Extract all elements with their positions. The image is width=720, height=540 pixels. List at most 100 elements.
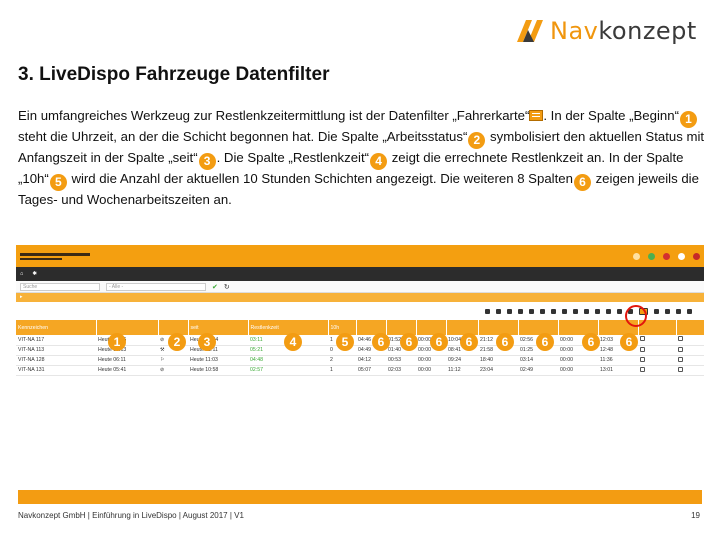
gear-icon[interactable]: ✱ <box>32 271 37 277</box>
cell-beginn: Heute 06:11 <box>96 355 158 366</box>
column-header[interactable]: Restlenkzeit <box>248 320 329 335</box>
info-icon[interactable] <box>678 252 685 260</box>
row-action-icon[interactable] <box>676 355 704 366</box>
column-header[interactable]: Kennzeichen <box>16 320 97 335</box>
callout-badge-6: 6 <box>582 333 600 351</box>
cell-time: 00:00 <box>558 355 598 366</box>
filter-tool-icon[interactable] <box>584 308 589 314</box>
cell-beginn: Heute 05:13 <box>96 345 158 356</box>
slide-title: 3. LiveDispo Fahrzeuge Datenfilter <box>18 64 330 85</box>
column-header[interactable] <box>478 320 519 335</box>
callout-badge-3: 3 <box>198 333 216 351</box>
column-header[interactable] <box>558 320 599 335</box>
row-action-icon[interactable] <box>676 345 704 356</box>
table-row[interactable]: VIT-NA 128 Heute 06:11 ⚐ Heute 11:03 04:… <box>16 355 704 366</box>
column-header[interactable]: 10h <box>328 320 357 335</box>
user-icon[interactable] <box>633 252 640 260</box>
row-action-icon[interactable] <box>638 335 676 346</box>
message-icon[interactable] <box>663 252 670 260</box>
column-header[interactable] <box>638 320 677 335</box>
row-action-icon[interactable] <box>638 345 676 356</box>
navkonzept-logo: Navkonzept <box>514 16 697 46</box>
callout-badge-6: 6 <box>536 333 554 351</box>
cell-time: 03:14 <box>518 355 558 366</box>
online-icon[interactable] <box>648 252 655 260</box>
top-status-icons <box>633 252 700 260</box>
driver-card-icon <box>529 110 544 121</box>
filter-tool-icon[interactable] <box>496 308 501 314</box>
callout-badge-6: 6 <box>460 333 478 351</box>
cell-plate: VIT-NA 131 <box>16 365 96 376</box>
row-action-icon[interactable] <box>638 365 676 376</box>
filter-tool-icon[interactable] <box>573 308 578 314</box>
home-icon[interactable]: ⌂ <box>20 271 24 277</box>
filter-tool-icon[interactable] <box>507 308 512 314</box>
cell-time: 00:00 <box>558 365 598 376</box>
table-row[interactable]: VIT-NA 113 Heute 05:13 ⚒ Heute 12:11 05:… <box>16 345 704 356</box>
row-action-icon[interactable] <box>676 335 704 346</box>
column-header[interactable] <box>386 320 417 335</box>
filter-tool-icon[interactable] <box>551 308 556 314</box>
power-icon[interactable] <box>693 252 700 260</box>
apply-check-icon[interactable]: ✔ <box>212 283 218 291</box>
row-action-icon[interactable] <box>676 365 704 376</box>
refresh-icon[interactable]: ↻ <box>223 283 230 291</box>
filter-tool-icon[interactable] <box>518 308 523 314</box>
marker-6: 6 <box>573 174 591 191</box>
cell-time: 12:03 <box>598 335 638 346</box>
cell-time: 18:40 <box>478 355 518 366</box>
cell-plate: VIT-NA 113 <box>16 345 96 356</box>
filter-tool-icon[interactable] <box>595 308 600 314</box>
search-input[interactable]: Suche <box>20 282 100 291</box>
column-header[interactable] <box>446 320 479 335</box>
filter-tool-icon[interactable] <box>676 308 681 314</box>
column-header[interactable] <box>356 320 387 335</box>
cell-10h: 2 <box>328 355 356 366</box>
filter-tool-icon[interactable] <box>562 308 567 314</box>
filter-tool-icon[interactable] <box>665 308 670 314</box>
cell-time: 00:00 <box>416 365 446 376</box>
filter-tool-icon[interactable] <box>654 308 659 314</box>
callout-badge-6: 6 <box>430 333 448 351</box>
column-header[interactable] <box>416 320 447 335</box>
callout-badge-5: 5 <box>336 333 354 351</box>
cell-plate: VIT-NA 128 <box>16 355 96 366</box>
cell-seit: Heute 12:11 <box>188 345 248 356</box>
intro-paragraph: Ein umfangreiches Werkzeug zur Restlenkz… <box>18 108 705 207</box>
app-logo <box>20 249 90 263</box>
column-header[interactable]: seit <box>188 320 249 335</box>
cell-plate: VIT-NA 117 <box>16 335 96 346</box>
column-header[interactable] <box>96 320 159 335</box>
group-select[interactable]: - Alle - <box>106 282 206 291</box>
filter-tool-icon[interactable] <box>529 308 534 314</box>
app-top-bar <box>16 245 704 267</box>
filter-tool-icon[interactable] <box>606 308 611 314</box>
cell-status: ⚐ <box>158 355 188 366</box>
cell-time: 02:49 <box>518 365 558 376</box>
table-row[interactable]: VIT-NA 131 Heute 05:41 ⊘ Heute 10:58 02:… <box>16 365 704 376</box>
table-header-row: Kennzeichen seit Restlenkzeit 10h <box>16 320 705 335</box>
column-header[interactable] <box>676 320 705 335</box>
app-nav-bar: ⌂ ✱ <box>16 267 704 281</box>
filter-tool-icon[interactable] <box>617 308 622 314</box>
filter-tool-icon[interactable] <box>540 308 545 314</box>
cell-time: 13:01 <box>598 365 638 376</box>
callout-badge-6: 6 <box>496 333 514 351</box>
cell-time: 00:00 <box>558 335 598 346</box>
logo-mark-icon <box>517 20 543 42</box>
callout-badge-4: 4 <box>284 333 302 351</box>
logo-text: Navkonzept <box>550 17 697 45</box>
cell-time: 02:03 <box>386 365 416 376</box>
footer-text: Navkonzept GmbH | Einführung in LiveDisp… <box>18 511 244 520</box>
row-action-icon[interactable] <box>638 355 676 366</box>
filter-tool-icon[interactable] <box>687 308 692 314</box>
cell-beginn: Heute 06:46 <box>96 335 158 346</box>
cell-time: 00:53 <box>386 355 416 366</box>
footer-bar <box>18 490 702 504</box>
callout-badge-1: 1 <box>108 333 126 351</box>
datafilter-toolbar <box>16 302 704 320</box>
column-header[interactable] <box>158 320 189 335</box>
column-header[interactable] <box>518 320 559 335</box>
cell-time: 01:25 <box>518 345 558 356</box>
filter-tool-icon[interactable] <box>485 308 490 314</box>
